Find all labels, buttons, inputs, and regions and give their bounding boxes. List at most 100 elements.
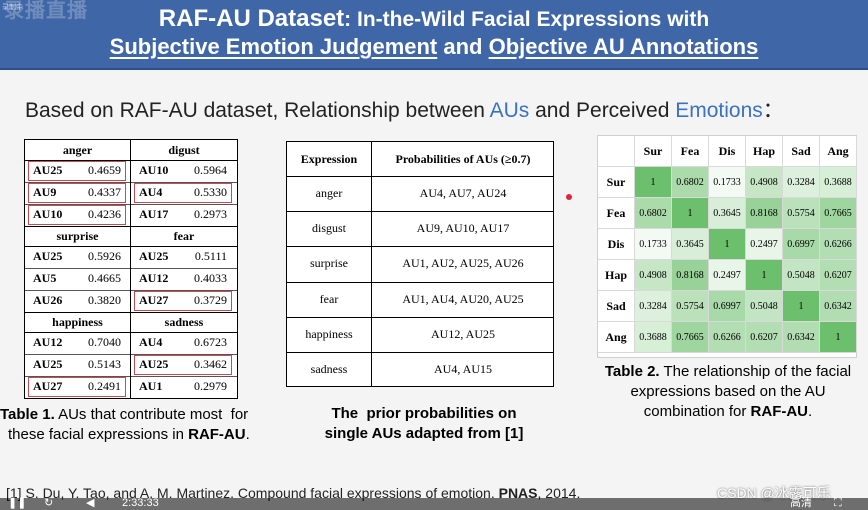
table1-row-divider (131, 204, 237, 205)
table1-au-label: AU12 (139, 271, 169, 285)
heatmap-value-cell: 1 (635, 167, 672, 198)
table2-expression-cell: sadness (310, 362, 348, 376)
table1-au-label: AU26 (33, 293, 63, 307)
table1-group-divider (25, 160, 237, 161)
table3-caption-text2: expressions based on the AU (630, 383, 826, 400)
table1-au-label: AU10 (139, 163, 169, 177)
heatmap-column-header: Sad (783, 136, 820, 167)
volume-icon[interactable]: ◀ (86, 497, 95, 509)
heatmap-corner (598, 136, 635, 167)
title-subjective: Subjective Emotion Judgement (109, 34, 438, 59)
table1-row-divider (25, 182, 130, 183)
slide-header: 录播直播 录制中 RAF-AU Dataset: In-the-Wild Fac… (0, 0, 868, 70)
quality-selector[interactable]: 高清 (790, 497, 812, 509)
table1-au-value: 0.5330 (194, 185, 227, 199)
table1-au-value: 0.5111 (194, 249, 227, 263)
heatmap-value-cell: 0.6207 (820, 260, 857, 291)
table1-highlight-box (134, 291, 232, 311)
play-pause-icon[interactable]: ❚❚ (8, 497, 27, 509)
table1-au-value: 0.7040 (88, 335, 121, 349)
table2-probabilities-cell: AU12, AU25 (430, 326, 495, 341)
table2-expression-cell: fear (319, 291, 339, 306)
recording-badge: 录制中 (2, 4, 23, 11)
table2-row-divider (287, 352, 553, 353)
title-suffix: : In-the-Wild Facial Expressions with (344, 8, 710, 31)
table1-column-divider (130, 140, 131, 398)
table3-caption-text1: The relationship of the facial (659, 363, 852, 380)
heatmap-column-header: Dis (709, 136, 746, 167)
heatmap-row-header: Ang (598, 322, 635, 353)
slide-title-line1: RAF-AU Dataset: In-the-Wild Facial Expre… (0, 5, 868, 33)
table1-row-divider (131, 376, 237, 377)
table1-au-value: 0.2491 (88, 379, 121, 393)
table2-expression-cell: surprise (310, 256, 348, 271)
heatmap-column-header: Fea (672, 136, 709, 167)
table1-au-label: AU1 (139, 379, 163, 393)
table2-expression-cell: anger (315, 186, 343, 200)
header-divider (0, 68, 868, 70)
heatmap-value-cell: 0.6266 (709, 322, 746, 353)
table1-row-divider (131, 182, 237, 183)
table2-row-divider (287, 211, 553, 213)
table2-header-probabilities: Probabilities of AUs (≥0.7) (395, 152, 531, 166)
table2-expression-cell: happiness (305, 326, 353, 341)
table1-au-label: AU25 (33, 163, 63, 177)
table2-row-divider (287, 281, 553, 283)
table1-group-title: surprise (56, 229, 99, 243)
subtitle-pre: Based on RAF-AU dataset, Relationship be… (25, 99, 490, 122)
heatmap-value-cell: 0.6342 (783, 322, 820, 353)
table1-row-divider (131, 268, 237, 269)
heatmap-value-cell: 0.3645 (709, 198, 746, 229)
table1-highlight-box (28, 161, 126, 181)
table1-au-label: AU12 (33, 335, 63, 349)
table2-header-divider (287, 176, 553, 177)
table1-au-value: 0.5964 (194, 163, 227, 177)
table1-highlight-box (28, 205, 126, 225)
table1-au-value: 0.3729 (194, 293, 227, 307)
slide-subtitle: Based on RAF-AU dataset, Relationship be… (25, 94, 784, 124)
heatmap-value-cell: 0.6207 (746, 322, 783, 353)
heatmap-value-cell: 0.2497 (746, 229, 783, 260)
table3-caption-bold: RAF-AU (750, 403, 809, 420)
heatmap-row-header: Sur (598, 167, 635, 198)
heatmap-value-cell: 0.7665 (672, 322, 709, 353)
table2-probabilities-cell: AU1, AU4, AU20, AU25 (402, 291, 524, 306)
table1-highlight-box (134, 183, 232, 203)
table2-probabilities-cell: AU4, AU15 (433, 362, 492, 376)
table1-row-divider (25, 290, 130, 291)
reference-year: , 2014. (537, 485, 581, 501)
recording-watermark-logo: 录播直播 (4, 0, 88, 22)
replay-icon[interactable]: ↻ (44, 497, 54, 509)
heatmap-value-cell: 0.6997 (709, 291, 746, 322)
table1-au-value: 0.2979 (194, 379, 227, 393)
heatmap-value-cell: 0.5048 (746, 291, 783, 322)
table1-au-label: AU9 (33, 185, 57, 199)
table1-group-divider (25, 246, 237, 247)
table1-caption: Table 1. AUs that contribute most for th… (0, 405, 270, 445)
table1-au-label: AU5 (33, 271, 57, 285)
table1-au-label: AU4 (139, 335, 163, 349)
csdn-watermark: CSDN @冰露可乐 (717, 485, 831, 501)
table2-probabilities-cell: AU1, AU2, AU25, AU26 (402, 256, 524, 271)
title-objective: Objective AU Annotations (488, 34, 759, 59)
table2-row-divider (287, 246, 553, 248)
table1-group-divider (25, 332, 237, 333)
table1-au-label: AU25 (139, 249, 169, 263)
fullscreen-icon[interactable]: ⛶ (834, 497, 842, 509)
table1-au-label: AU17 (139, 207, 169, 221)
table1-au-value: 0.5926 (88, 249, 121, 263)
heatmap-row-header: Hap (598, 260, 635, 291)
table1-caption-bold: RAF-AU (188, 426, 246, 443)
heatmap-row-header: Sad (598, 291, 635, 322)
table1-group-title: sadness (164, 315, 204, 329)
table2-probabilities-cell: AU9, AU10, AU17 (416, 221, 510, 236)
dataset-name: RAF-AU Dataset (158, 5, 345, 32)
table1-au-value: 0.4033 (194, 271, 227, 285)
reference-text: [1] S. Du, Y. Tao, and A. M. Martinez. C… (6, 485, 499, 501)
heatmap-value-cell: 1 (672, 198, 709, 229)
heatmap-value-cell: 0.3284 (635, 291, 672, 322)
table1-highlight-box (28, 183, 126, 203)
table1-au-value: 0.4665 (88, 271, 121, 285)
table3-caption: Table 2. The relationship of the facial … (597, 362, 859, 422)
table2-expression-cell: disgust (311, 221, 346, 236)
